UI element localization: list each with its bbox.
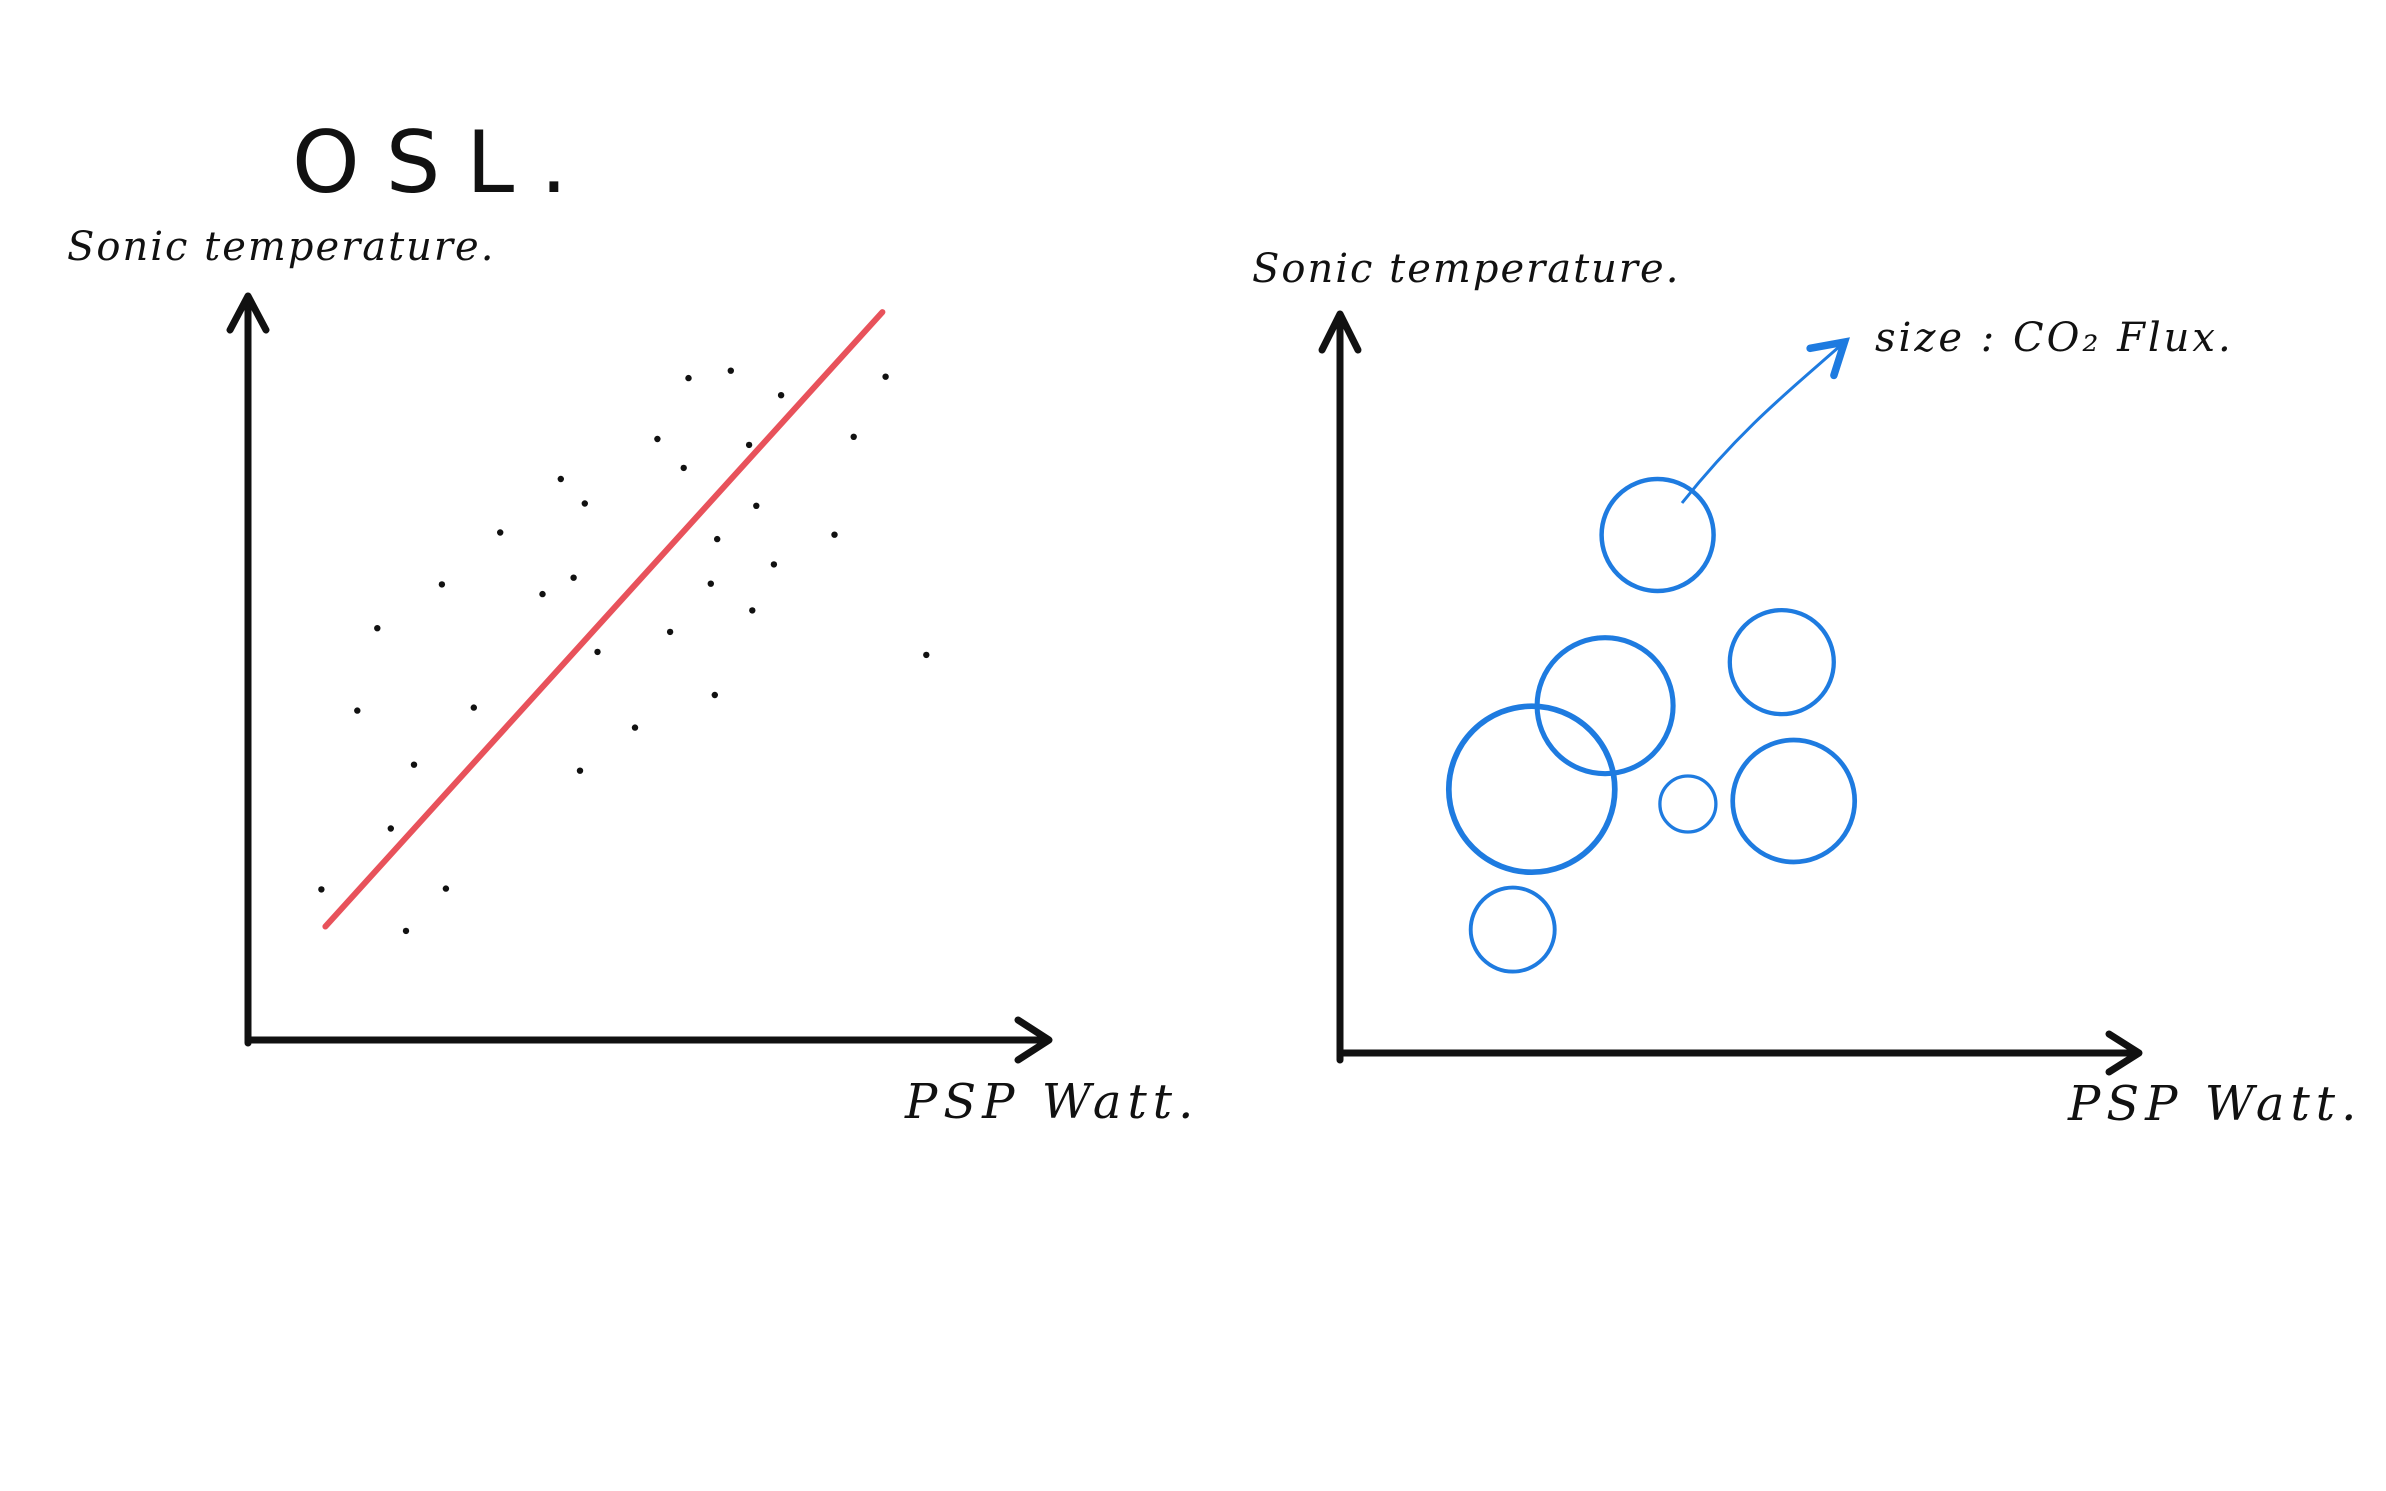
y-axis-arrowhead bbox=[226, 292, 270, 334]
bubble-4 bbox=[1658, 774, 1718, 834]
size-annotation: size : CO₂ Flux. bbox=[1875, 315, 2234, 361]
bubble-5 bbox=[1730, 737, 1858, 865]
scatter-point-26 bbox=[631, 724, 639, 731]
y-axis-label-right: Sonic temperature. bbox=[1252, 246, 1680, 292]
scatter-point-30 bbox=[387, 825, 394, 832]
bubble-2 bbox=[1727, 607, 1836, 717]
bubble-3 bbox=[1445, 703, 1618, 876]
bubble-6 bbox=[1468, 885, 1557, 974]
scatter-point-25 bbox=[470, 704, 477, 711]
y-axis-arrowhead-right bbox=[1318, 310, 1362, 354]
scatter-point-32 bbox=[442, 885, 450, 892]
scatter-point-18 bbox=[707, 580, 714, 587]
scatter-point-27 bbox=[711, 691, 718, 699]
scatter-point-3 bbox=[882, 373, 889, 380]
scatter-point-14 bbox=[831, 531, 838, 538]
scatter-point-16 bbox=[539, 590, 546, 598]
scatter-point-15 bbox=[438, 581, 446, 588]
scatter-point-11 bbox=[714, 535, 721, 543]
scatter-point-12 bbox=[753, 502, 760, 509]
bubble-0 bbox=[1599, 476, 1716, 594]
scatter-point-0 bbox=[685, 374, 692, 382]
scatter-point-17 bbox=[570, 574, 577, 581]
x-axis-label-right: PSP Watt. bbox=[2067, 1076, 2362, 1132]
scatter-point-13 bbox=[770, 561, 778, 568]
scatter-point-33 bbox=[402, 927, 410, 935]
scatter-point-10 bbox=[497, 529, 504, 536]
regression-line bbox=[322, 309, 886, 930]
chart-title: OSL. bbox=[292, 113, 594, 213]
bubbles bbox=[1445, 476, 1858, 974]
scatter-point-8 bbox=[557, 475, 564, 483]
scatter-points bbox=[318, 367, 930, 935]
scatter-point-22 bbox=[666, 628, 674, 636]
x-axis-arrowhead-right bbox=[2105, 1030, 2143, 1076]
scatter-point-23 bbox=[923, 651, 930, 659]
scatter-point-24 bbox=[354, 707, 361, 714]
y-axis-label: Sonic temperature. bbox=[67, 224, 495, 270]
x-axis-label: PSP Watt. bbox=[904, 1074, 1199, 1130]
annotation-arrow bbox=[1680, 337, 1850, 504]
scatter-point-19 bbox=[749, 607, 756, 614]
bubble-chart: Sonic temperature. PSP Watt. size : CO₂ … bbox=[1252, 246, 2362, 1132]
scatter-point-31 bbox=[318, 886, 325, 893]
scatter-point-7 bbox=[850, 433, 857, 440]
scatter-point-4 bbox=[654, 435, 661, 443]
scatter-point-2 bbox=[777, 392, 785, 399]
scatter-point-20 bbox=[374, 625, 381, 632]
x-axis-arrowhead bbox=[1014, 1016, 1053, 1064]
scatter-point-21 bbox=[594, 648, 601, 656]
scatter-point-9 bbox=[581, 500, 588, 507]
osl-scatter-chart: OSL. Sonic temperature. PSP Watt. bbox=[67, 113, 1199, 1130]
scatter-point-5 bbox=[680, 464, 687, 472]
scatter-point-6 bbox=[745, 441, 753, 449]
scatter-point-28 bbox=[410, 761, 418, 768]
scatter-point-29 bbox=[576, 767, 584, 774]
scatter-point-1 bbox=[727, 367, 734, 374]
